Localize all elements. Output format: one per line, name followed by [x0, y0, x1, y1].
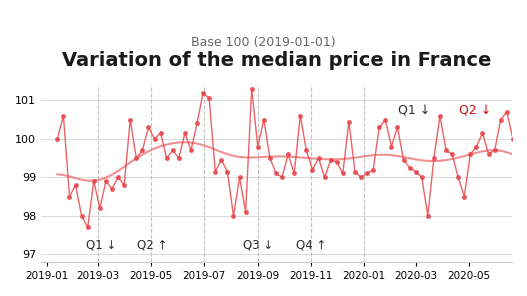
Text: Q2 ↓: Q2 ↓ — [459, 105, 491, 118]
Text: Q4 ↑: Q4 ↑ — [296, 238, 326, 251]
Text: Base 100 (2019-01-01): Base 100 (2019-01-01) — [191, 36, 336, 49]
Text: Q2 ↑: Q2 ↑ — [137, 238, 168, 251]
Text: Q1 ↓: Q1 ↓ — [398, 105, 431, 118]
Text: Q1 ↓: Q1 ↓ — [86, 238, 116, 251]
Text: Q3 ↓: Q3 ↓ — [243, 238, 274, 251]
Title: Variation of the median price in France: Variation of the median price in France — [62, 51, 491, 70]
